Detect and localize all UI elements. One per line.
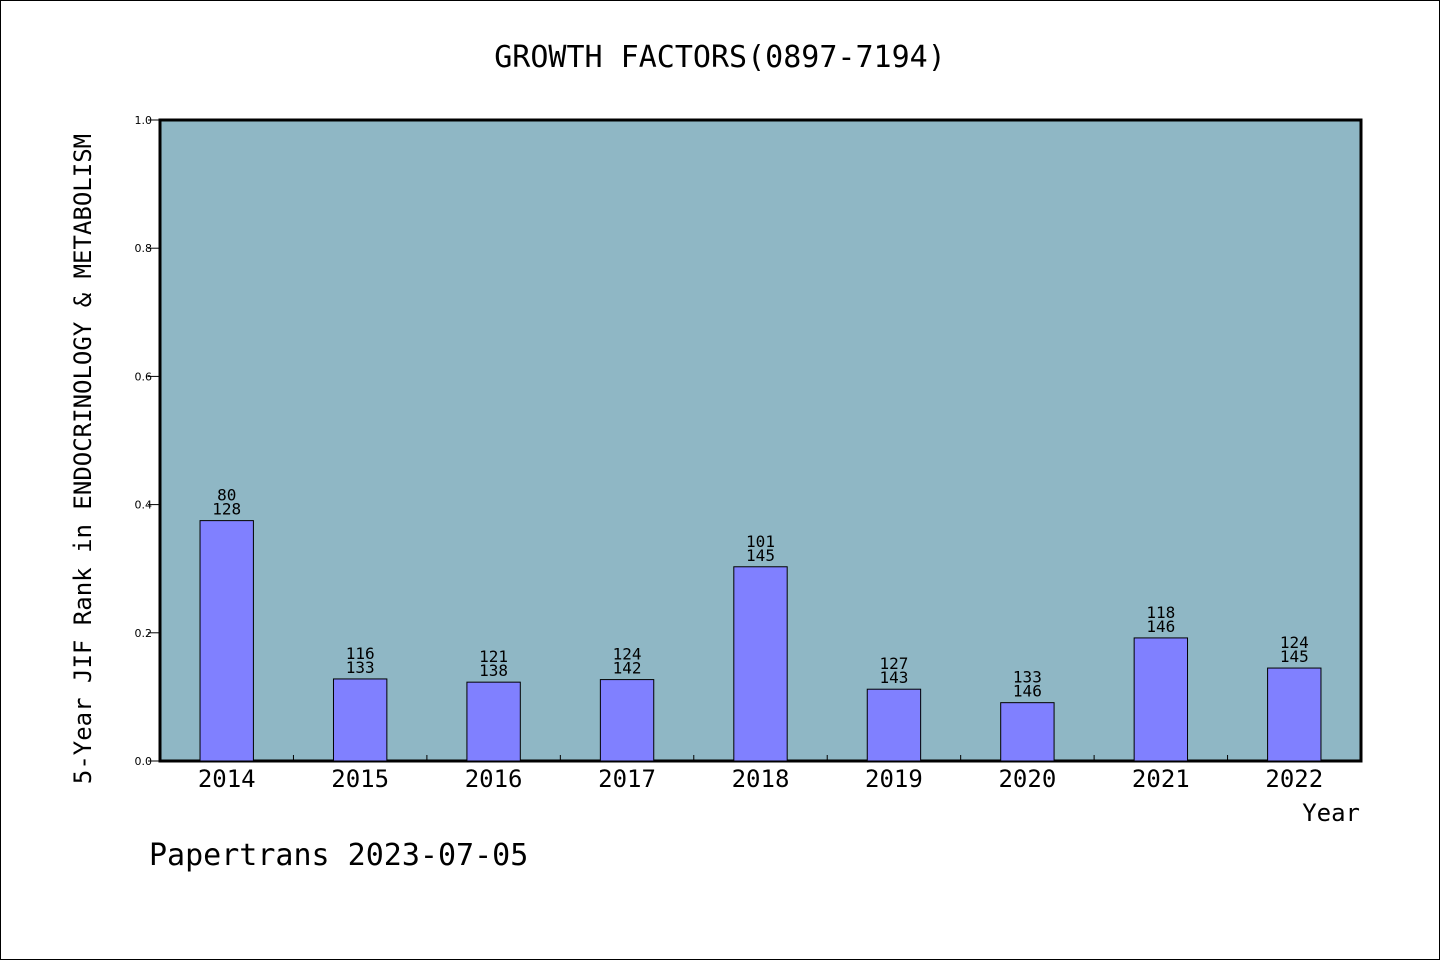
bar-total-label: 146 — [1013, 682, 1042, 701]
chart-title: GROWTH FACTORS(0897-7194) — [494, 40, 946, 75]
x-tick-label: 2019 — [865, 765, 923, 793]
bar-rank-label: 127 — [879, 654, 908, 673]
bar-total-label: 133 — [346, 658, 375, 677]
y-tick-label: 0.8 — [135, 242, 153, 255]
bar — [866, 688, 922, 762]
bar — [1133, 637, 1189, 762]
bar-rank-label: 121 — [479, 647, 508, 666]
bar-total-label: 143 — [879, 668, 908, 687]
bar — [733, 566, 788, 762]
x-tick-label: 2016 — [465, 765, 523, 793]
x-tick-label: 2018 — [732, 765, 790, 793]
x-axis-ticks: 2014 2015 2016 2017 2018 2019 2020 2021 2022 — [198, 755, 1323, 793]
bar — [332, 678, 388, 762]
bar-total-label: 145 — [746, 546, 775, 565]
x-tick-label: 2021 — [1132, 765, 1190, 793]
x-tick-label: 2022 — [1265, 765, 1323, 793]
y-tick-label: 1.0 — [135, 114, 153, 127]
bar-rank-label: 116 — [346, 644, 375, 663]
bar-rank-label: 80 — [217, 486, 236, 505]
bar — [466, 681, 521, 762]
x-tick-label: 2015 — [331, 765, 389, 793]
bar-total-label: 145 — [1280, 647, 1309, 666]
y-axis-label: 5-Year JIF Rank in ENDOCRINOLOGY & METAB… — [69, 134, 97, 784]
bar-total-label: 142 — [613, 659, 642, 678]
footer-text: Papertrans 2023-07-05 — [149, 838, 528, 873]
x-axis-label: Year — [1302, 799, 1360, 827]
bar-rank-label: 118 — [1146, 603, 1175, 622]
bar — [199, 520, 254, 762]
bar-total-label: 146 — [1146, 617, 1175, 636]
bar — [1267, 667, 1322, 762]
y-tick-label: 0.6 — [135, 370, 153, 383]
bar-rank-label: 124 — [1280, 633, 1309, 652]
x-tick-label: 2020 — [998, 765, 1056, 793]
bar-total-label: 138 — [479, 661, 508, 680]
bar-total-label: 128 — [212, 500, 241, 519]
bar — [599, 679, 655, 762]
x-tick-label: 2014 — [198, 765, 256, 793]
y-axis-ticks: 0.0 0.2 0.4 0.6 0.8 1.0 — [135, 114, 160, 768]
bar-rank-label: 124 — [613, 645, 642, 664]
y-tick-label: 0.4 — [135, 499, 153, 512]
bar — [1000, 702, 1055, 762]
y-tick-label: 0.2 — [135, 627, 153, 640]
x-tick-label: 2017 — [598, 765, 656, 793]
bar-rank-label: 133 — [1013, 668, 1042, 687]
bar-rank-label: 101 — [746, 532, 775, 551]
y-tick-label: 0.0 — [135, 755, 153, 768]
